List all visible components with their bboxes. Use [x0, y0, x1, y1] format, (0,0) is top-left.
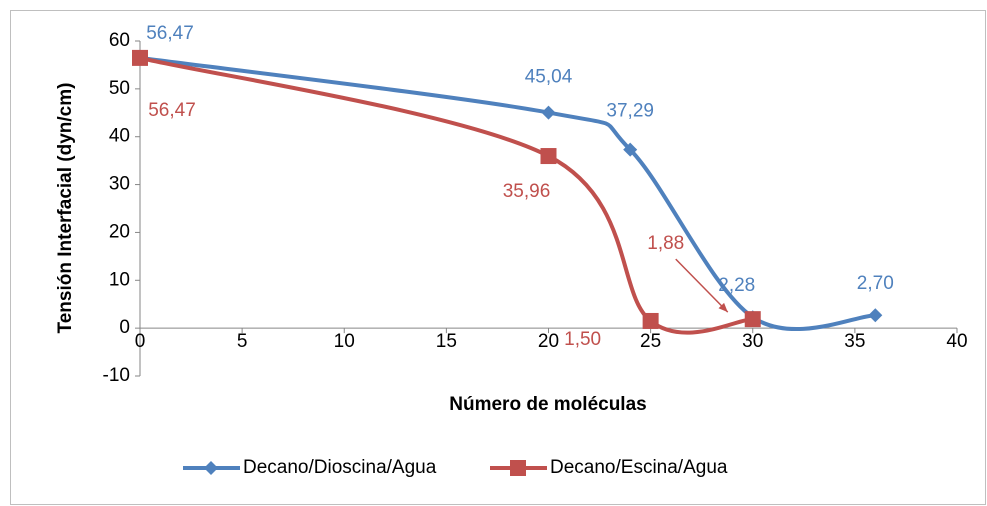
data-label: 2,28	[718, 275, 755, 296]
point-marker	[541, 105, 556, 120]
legend-marker	[204, 461, 218, 475]
data-label: 35,96	[503, 181, 551, 202]
x-tick-label: 10	[334, 331, 355, 352]
point-marker	[744, 311, 761, 328]
y-tick-label: 30	[109, 174, 130, 195]
x-tick-label: 15	[436, 331, 457, 352]
data-label: 56,47	[148, 100, 196, 121]
y-tick-label: -10	[103, 365, 130, 386]
chart-frame	[10, 10, 986, 505]
y-tick-label: 0	[119, 317, 130, 338]
y-tick-label: 50	[109, 78, 130, 99]
series-line	[139, 55, 753, 335]
series-line	[139, 55, 876, 332]
x-tick-label: 25	[640, 331, 661, 352]
point-marker	[642, 312, 659, 329]
data-label: 1,88	[647, 233, 684, 254]
point-marker	[132, 49, 148, 66]
y-tick-label: 40	[109, 126, 130, 147]
x-tick-label: 5	[237, 331, 248, 352]
y-tick-label: 10	[109, 269, 130, 290]
point-marker	[623, 142, 638, 157]
point-marker	[540, 148, 557, 165]
x-tick-label: 40	[946, 331, 967, 352]
data-label: 45,04	[525, 67, 573, 88]
x-tick-label: 35	[844, 331, 865, 352]
data-label: 1,50	[564, 329, 601, 350]
legend-label: Decano/Escina/Agua	[550, 457, 728, 478]
y-tick-label: 20	[109, 221, 130, 242]
legend-marker	[510, 460, 526, 476]
y-tick-label: 60	[109, 30, 130, 51]
legend-label: Decano/Dioscina/Agua	[243, 457, 437, 478]
y-axis-title: Tensión Interfacial (dyn/cm)	[55, 83, 76, 334]
x-axis-title: Número de moléculas	[449, 394, 646, 415]
label-leader	[675, 258, 729, 313]
label-leader-head	[718, 302, 728, 313]
data-label: 2,70	[857, 273, 894, 294]
data-label: 56,47	[146, 23, 194, 44]
data-label: 37,29	[606, 101, 654, 122]
x-tick-label: 20	[538, 331, 559, 352]
point-marker	[868, 308, 883, 323]
x-tick-label: 30	[742, 331, 763, 352]
x-tick-label: 0	[135, 331, 146, 352]
